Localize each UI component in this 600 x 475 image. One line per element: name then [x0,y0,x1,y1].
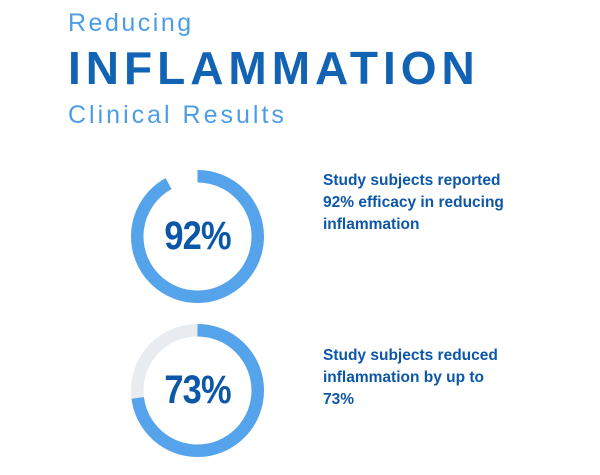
stat-row-92: 92% Study subjects reported 92% efficacy… [0,170,600,303]
donut-chart-92: 92% [131,170,264,303]
header: Reducing INFLAMMATION Clinical Results [68,8,480,130]
donut-svg [131,324,264,457]
header-eyebrow: Reducing [68,9,194,37]
donut-chart-73: 73% [131,324,264,457]
page-title: INFLAMMATION [68,42,480,94]
stat-line: 73% [323,391,355,408]
header-subtitle: Clinical Results [68,101,287,129]
stat-description-92: Study subjects reported 92% efficacy in … [323,170,553,236]
stat-line: inflammation by up to [323,369,485,386]
stat-line: 92% efficacy in reducing [323,194,504,211]
stat-row-73: 73% Study subjects reduced inflammation … [0,324,600,457]
stat-line: inflammation [323,216,420,233]
donut-svg [131,170,264,303]
donut-value-label: 92% [164,214,231,258]
stat-line: Study subjects reported [323,172,501,189]
donut-arc [131,170,264,303]
donut-arc [131,324,264,457]
stat-description-73: Study subjects reduced inflammation by u… [323,345,553,411]
donut-value-label: 73% [164,368,231,412]
stat-line: Study subjects reduced [323,347,498,364]
